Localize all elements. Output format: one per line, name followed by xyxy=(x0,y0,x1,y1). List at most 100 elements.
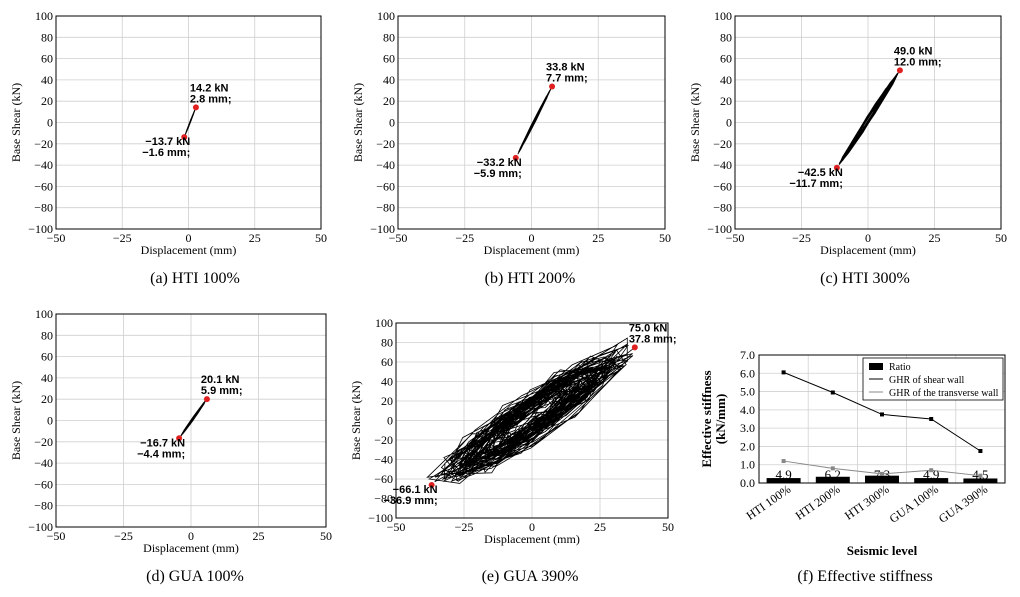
ratio-bar xyxy=(865,475,899,483)
y-tick-label: 60 xyxy=(383,52,395,66)
x-tick-label: 0 xyxy=(529,520,535,534)
y-axis-label: Base Shear (kN) xyxy=(688,83,702,162)
peak-point xyxy=(549,83,556,90)
y-tick-label: 40 xyxy=(383,73,395,87)
y-tick-label: 80 xyxy=(41,328,53,342)
x-tick-label: 50 xyxy=(315,231,327,245)
legend-label: GHR of the transverse wall xyxy=(889,388,999,399)
ratio-bar xyxy=(963,478,998,483)
y-tick-label: −40 xyxy=(34,456,53,470)
y-tick-label: 40 xyxy=(381,375,393,389)
plot-frame xyxy=(397,15,666,230)
legend-box xyxy=(862,357,1004,401)
y-tick-label: 0 xyxy=(389,116,395,130)
y-tick-label: 20 xyxy=(383,94,395,108)
y-tick-label: −60 xyxy=(376,179,395,193)
ratio-label: 6.2 xyxy=(825,467,841,482)
plot-frame xyxy=(55,15,322,230)
peak-force-label: −13.7 kN xyxy=(145,136,190,148)
y-tick-label: −40 xyxy=(376,158,395,172)
x-tick-label: 50 xyxy=(659,231,671,245)
stiffness-chart: 7.06.05.04.03.02.01.00.04.96.27.34.94.5R… xyxy=(699,348,1006,558)
x-tick-label: −50 xyxy=(389,231,408,245)
y-tick-label: 7.0 xyxy=(740,348,755,362)
y-tick-label: 20 xyxy=(41,94,53,108)
hysteresis-plot-c: 100 80 60 40 20 0 −20 −40 −60 −80 −100−50 −25 0 25 50 D… xyxy=(688,9,1007,257)
transverse-wall-line-marker xyxy=(978,473,983,478)
y-tick-label: −80 xyxy=(34,499,53,513)
x-tick-label: −25 xyxy=(113,231,132,245)
caption-e: (e) GUA 390% xyxy=(481,568,579,585)
hysteresis-curve xyxy=(517,86,553,155)
y-tick-label: 0 xyxy=(47,414,53,428)
x-tick-label: 25 xyxy=(594,520,606,534)
x-tick-label: −50 xyxy=(47,231,66,245)
x-tick-label: −50 xyxy=(387,520,406,534)
y-tick-label: −80 xyxy=(376,201,395,215)
peak-force-label: 49.0 kN xyxy=(894,45,933,57)
plot-frame xyxy=(55,313,327,528)
y-tick-label: 100 xyxy=(714,9,732,23)
x-tick-label: 0 xyxy=(865,231,871,245)
peak-point xyxy=(512,154,519,161)
peak-force-label: −66.1 kN xyxy=(393,484,438,496)
caption-b: (b) HTI 200% xyxy=(484,270,576,287)
y-tick-label: 6.0 xyxy=(740,366,755,380)
y-tick-label: 40 xyxy=(41,73,53,87)
y-tick-label: −60 xyxy=(34,179,53,193)
x-axis-label: Displacement (mm) xyxy=(484,243,580,257)
hysteresis-plot-e: 100 80 60 40 20 0 −20 −40 −60 −80 −100−50 −25 0 25 50 D… xyxy=(349,316,677,546)
x-tick-label: 0 xyxy=(188,529,194,543)
legend-ratio-swatch xyxy=(869,363,883,370)
peak-disp-label: 5.9 mm; xyxy=(201,385,243,397)
transverse-wall-line-marker xyxy=(781,459,786,464)
peak-disp-label: −36.9 mm; xyxy=(384,495,438,507)
peak-disp-label: −4.4 mm; xyxy=(137,448,185,460)
caption-d: (d) GUA 100% xyxy=(146,568,244,585)
ratio-bar xyxy=(815,476,850,483)
peak-point xyxy=(631,344,638,351)
y-tick-label: −40 xyxy=(713,158,732,172)
y-axis-label: Base Shear (kN) xyxy=(349,381,363,460)
peak-force-label: −16.7 kN xyxy=(140,437,185,449)
x-tick-label: −25 xyxy=(455,231,474,245)
y-axis-label: Base Shear (kN) xyxy=(9,83,23,162)
y-tick-label: 100 xyxy=(375,316,393,330)
peak-point xyxy=(896,67,903,74)
x-category-label: GUA 390% xyxy=(936,482,990,526)
shear-wall-line-marker xyxy=(880,412,884,417)
y-tick-label: 4.0 xyxy=(740,403,755,417)
y-tick-label: 80 xyxy=(381,336,393,350)
y-tick-label: 100 xyxy=(35,307,53,321)
peak-disp-label: 2.8 mm; xyxy=(190,93,232,105)
y-tick-label: −20 xyxy=(34,435,53,449)
x-axis-label: Seismic level xyxy=(847,543,918,558)
peak-force-label: 20.1 kN xyxy=(201,374,240,386)
y-tick-label: 80 xyxy=(383,30,395,44)
y-tick-label: −60 xyxy=(34,477,53,491)
shear-wall-line-marker xyxy=(781,370,786,375)
y-tick-label: 20 xyxy=(41,392,53,406)
y-tick-label: −40 xyxy=(34,158,53,172)
y-tick-label: 80 xyxy=(720,30,732,44)
peak-force-label: −33.2 kN xyxy=(477,157,522,169)
peak-force-label: 33.8 kN xyxy=(546,62,585,74)
x-tick-label: −25 xyxy=(792,231,811,245)
y-tick-label: 100 xyxy=(35,9,53,23)
legend-label: GHR of shear wall xyxy=(889,375,964,386)
y-tick-label: −40 xyxy=(374,453,393,467)
hysteresis-curve xyxy=(426,337,636,484)
peak-point xyxy=(833,164,840,171)
y-tick-label: −80 xyxy=(374,492,393,506)
x-tick-label: 25 xyxy=(249,231,261,245)
x-category-label: HTI 300% xyxy=(842,482,892,523)
x-tick-label: 0 xyxy=(186,231,192,245)
y-tick-label: 0.0 xyxy=(740,476,755,490)
y-tick-label: 60 xyxy=(720,52,732,66)
ratio-label: 4.9 xyxy=(775,467,791,482)
legend-label: Ratio xyxy=(889,362,911,373)
y-tick-label: 3.0 xyxy=(740,421,755,435)
peak-point xyxy=(181,134,188,141)
y-tick-label: −100 xyxy=(370,222,395,236)
